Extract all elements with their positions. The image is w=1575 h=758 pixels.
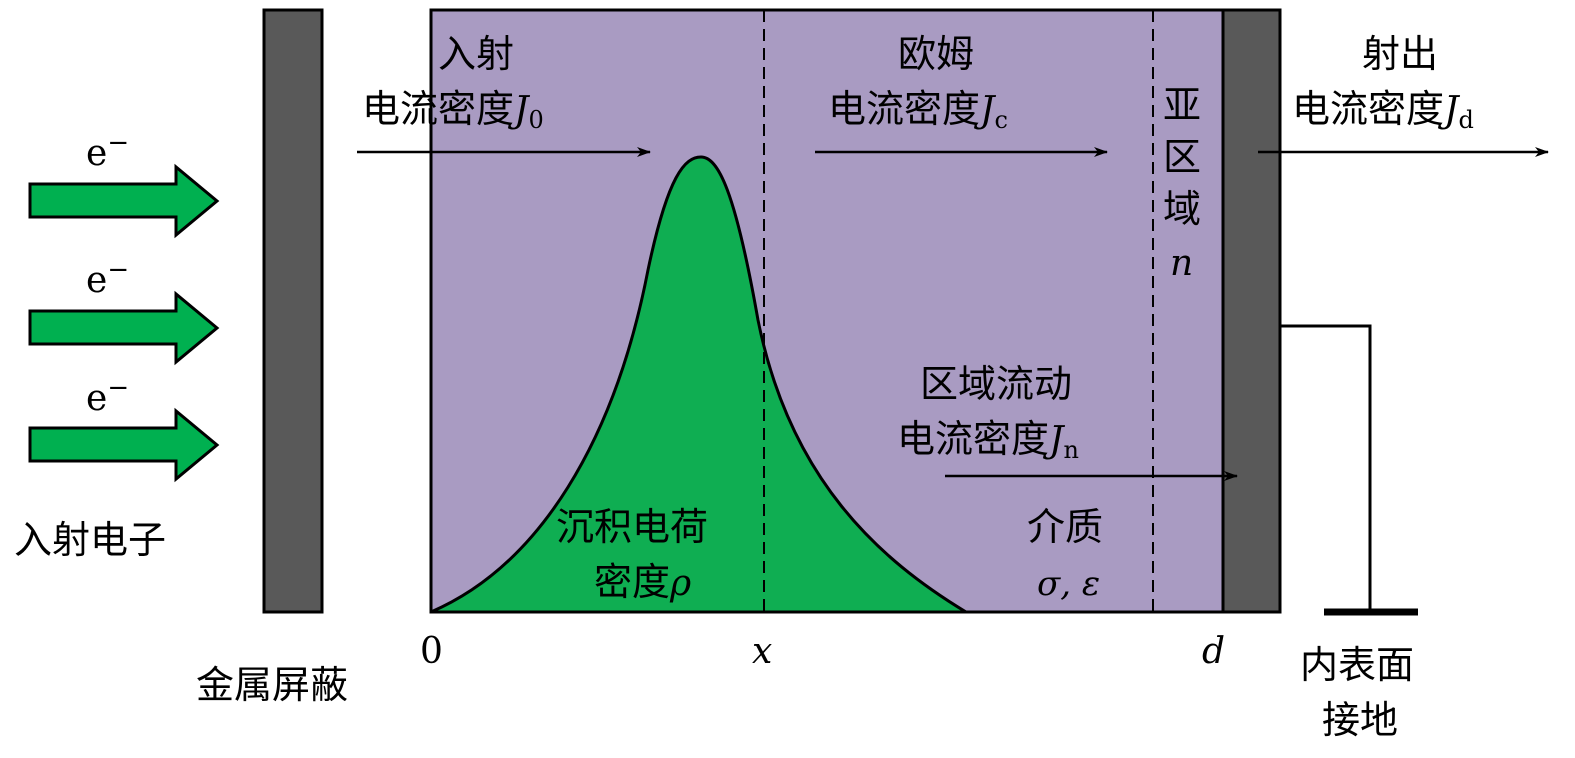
electron-label-1: e− [86, 128, 129, 174]
electron-label-2: e− [86, 255, 129, 301]
electron-arrows: e− e− e− 入射电子 [14, 128, 220, 562]
ohm-label-1: 欧姆 [898, 32, 974, 76]
subregion-char-1: 亚 [1163, 83, 1201, 127]
subregion-char-3: 域 [1163, 187, 1201, 231]
emit-label-2: 电流密度Jd [1292, 87, 1474, 134]
ground-label-1: 内表面 [1300, 643, 1414, 687]
ground-wire [1280, 324, 1372, 612]
electron-arrow-2 [28, 290, 220, 366]
axis-d: d [1202, 631, 1225, 672]
ohm-label-2: 电流密度Jc [828, 87, 1008, 134]
deposited-charge-curve [430, 155, 972, 614]
metal-shield [262, 8, 324, 614]
incident-label-2: 电流密度J0 [362, 87, 544, 134]
electron-arrow-3 [28, 407, 220, 483]
incident-label-1: 入射 [438, 32, 514, 76]
region-flow-label-2: 电流密度Jn [897, 417, 1079, 464]
axis-origin: 0 [420, 631, 443, 672]
ground-label-2: 接地 [1322, 698, 1398, 742]
axis-x: x [752, 631, 772, 672]
inner-surface-electrode [1221, 8, 1282, 614]
metal-shield-label: 金属屏蔽 [196, 663, 348, 707]
charge-label-1: 沉积电荷 [556, 505, 708, 549]
medium-label-2: σ, ε [1037, 564, 1100, 604]
subregion-n: n [1170, 243, 1193, 284]
electron-label-3: e− [86, 373, 129, 419]
region-flow-label-1: 区域流动 [920, 362, 1072, 406]
charge-label-2: 密度ρ [594, 560, 691, 604]
emit-label-1: 射出 [1362, 32, 1438, 76]
medium-label-1: 介质 [1027, 505, 1103, 549]
incident-electrons-label: 入射电子 [14, 518, 166, 562]
electron-arrow-1 [28, 163, 220, 239]
subregion-char-2: 区 [1163, 135, 1201, 179]
